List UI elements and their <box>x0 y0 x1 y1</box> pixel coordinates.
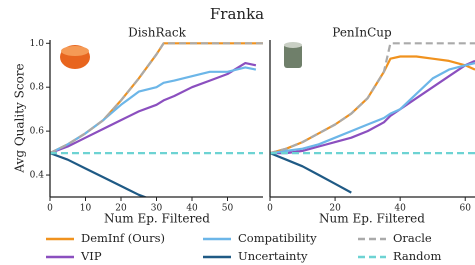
y-tick-label: 1.0 <box>30 39 45 49</box>
series-line <box>50 153 157 201</box>
y-tick-label: 0.8 <box>30 83 45 93</box>
series-line <box>50 63 256 153</box>
x-tick-label: 10 <box>80 204 92 214</box>
figure-title: Franka <box>210 5 264 23</box>
x-tick-label: 20 <box>329 204 341 214</box>
legend-label: VIP <box>80 249 102 263</box>
x-tick-label: 0 <box>47 204 53 214</box>
y-axis-label: Avg Quality Score <box>13 63 27 173</box>
y-tick-label: 0.6 <box>30 127 45 137</box>
panel-title: DishRack <box>128 26 187 40</box>
x-tick-label: 30 <box>151 204 163 214</box>
legend-label: Compatibility <box>238 231 317 245</box>
figure: Franka DishRack PenInCup Avg Quality Sco… <box>0 0 475 265</box>
x-tick-label: 40 <box>186 204 198 214</box>
legend-label: DemInf (Ours) <box>81 231 165 245</box>
x-axis-label: Num Ep. Filtered <box>319 212 425 226</box>
dish-icon <box>60 45 90 69</box>
legend-label: Oracle <box>393 231 432 245</box>
series-line <box>270 153 351 193</box>
x-tick-label: 0 <box>267 204 273 214</box>
y-tick-label: 0.4 <box>30 171 45 181</box>
panel-title: PenInCup <box>332 26 392 40</box>
x-tick-label: 50 <box>222 204 234 214</box>
legend-label: Uncertainty <box>238 249 308 263</box>
x-tick-label: 40 <box>394 204 406 214</box>
legend-label: Random <box>393 249 441 263</box>
x-tick-label: 60 <box>460 204 472 214</box>
series-line <box>270 63 475 153</box>
x-axis-label: Num Ep. Filtered <box>104 212 210 226</box>
cup-icon <box>284 42 302 68</box>
series-line <box>270 61 475 153</box>
x-tick-label: 20 <box>115 204 127 214</box>
